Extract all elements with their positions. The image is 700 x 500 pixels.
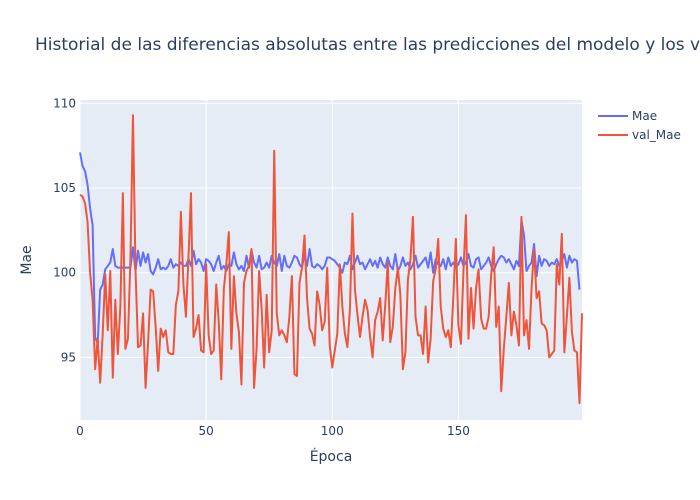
x-axis-ticks: 0 50 100 150	[76, 424, 470, 438]
legend-item-val-mae[interactable]: val_Mae	[598, 128, 681, 142]
x-tick-label: 0	[76, 424, 84, 438]
x-axis-title: Época	[310, 448, 353, 465]
x-tick-label: 100	[321, 424, 344, 438]
series-layer	[79, 114, 583, 405]
legend[interactable]: Mae val_Mae	[598, 109, 681, 142]
y-tick-label: 95	[61, 350, 76, 364]
y-axis-ticks: 95 100 105 110	[53, 96, 76, 364]
x-tick-label: 150	[447, 424, 470, 438]
y-tick-label: 110	[53, 96, 76, 110]
x-tick-label: 50	[198, 424, 213, 438]
legend-label-val-mae: val_Mae	[632, 128, 681, 142]
y-tick-label: 100	[53, 266, 76, 280]
y-tick-label: 105	[53, 181, 76, 195]
legend-label-mae: Mae	[632, 109, 657, 123]
series-line-mae[interactable]	[79, 152, 581, 345]
series-line-val-mae[interactable]	[79, 114, 583, 405]
chart-title: Historial de las diferencias absolutas e…	[35, 35, 700, 55]
legend-item-mae[interactable]: Mae	[598, 109, 657, 123]
plot-area	[80, 100, 582, 420]
y-axis-title: Mae	[19, 245, 35, 274]
